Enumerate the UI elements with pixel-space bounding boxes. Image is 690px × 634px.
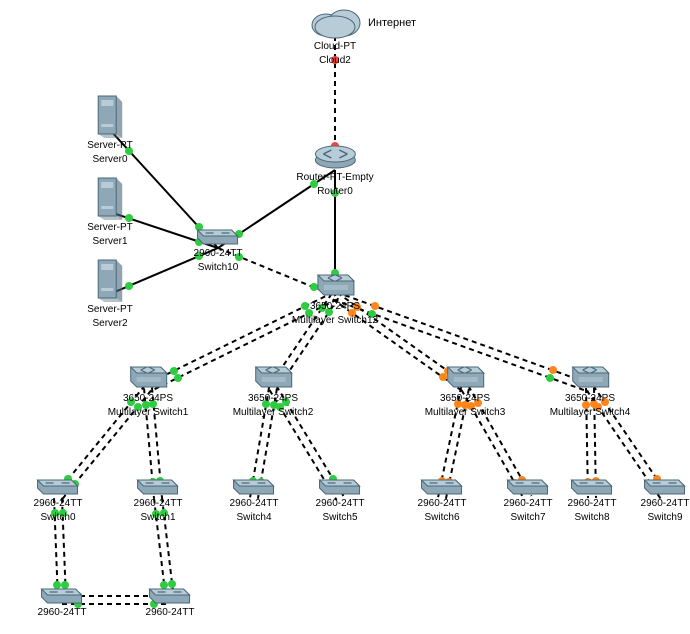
node-label-1: Server-PT: [87, 222, 133, 234]
node-sw10[interactable]: 2960-24TT Switch10: [194, 222, 243, 274]
node-label-2: Switch1: [134, 512, 183, 524]
node-server2[interactable]: Server-PT Server2: [87, 258, 133, 330]
node-label-2: Switch5: [316, 512, 365, 524]
node-label-2: Multilayer Switch1: [108, 407, 189, 419]
node-router[interactable]: Router-PT-Empty Router0: [296, 142, 373, 198]
node-label-2: Multilayer Switch2: [233, 407, 314, 419]
node-ml4[interactable]: 3650-24PS Multilayer Switch4: [550, 357, 631, 419]
node-label-1: 3650-24PS: [425, 393, 506, 405]
node-label-1: 3650-24PS: [108, 393, 189, 405]
node-label-2: Server2: [87, 318, 133, 330]
node-label-2: Switch7: [504, 512, 553, 524]
node-label-1: 2960-24TT: [146, 607, 195, 619]
node-label-2: Multilayer Switch4: [550, 407, 631, 419]
node-label-2: Multilayer Switch12: [292, 315, 378, 327]
node-label-1: 2960-24TT: [568, 498, 617, 510]
node-sw6[interactable]: 2960-24TT Switch6: [418, 472, 467, 524]
node-cloud[interactable]: ИнтернетCloud-PTCloud2: [308, 5, 362, 67]
node-ml2[interactable]: 3650-24PS Multilayer Switch2: [233, 357, 314, 419]
node-ml1[interactable]: 3650-24PS Multilayer Switch1: [108, 357, 189, 419]
node-swA[interactable]: 2960-24TT: [38, 581, 87, 619]
node-sw7[interactable]: 2960-24TT Switch7: [504, 472, 553, 524]
node-ml12[interactable]: 3650-24PS Multilayer Switch12: [292, 265, 378, 327]
node-ml3[interactable]: 3650-24PS Multilayer Switch3: [425, 357, 506, 419]
node-label-1: Server-PT: [87, 304, 133, 316]
node-label-1: 2960-24TT: [504, 498, 553, 510]
node-sw9[interactable]: 2960-24TT Switch9: [641, 472, 690, 524]
node-label-2: Switch0: [34, 512, 83, 524]
node-label-1: 2960-24TT: [316, 498, 365, 510]
node-label-1: 2960-24TT: [134, 498, 183, 510]
node-sw5[interactable]: 2960-24TT Switch5: [316, 472, 365, 524]
node-label-2: Cloud2: [308, 55, 362, 67]
node-label-1: 2960-24TT: [38, 607, 87, 619]
node-server1[interactable]: Server-PT Server1: [87, 176, 133, 248]
node-server0[interactable]: Server-PT Server0: [87, 94, 133, 166]
node-label-2: Server1: [87, 236, 133, 248]
node-label-2: Switch8: [568, 512, 617, 524]
topology-canvas: ИнтернетCloud-PTCloud2 Router-PT-EmptyRo…: [0, 0, 690, 634]
node-label-1: 2960-24TT: [34, 498, 83, 510]
node-label-2: Switch6: [418, 512, 467, 524]
node-label-2: Switch10: [194, 262, 243, 274]
node-label-2: Switch9: [641, 512, 690, 524]
node-sw4[interactable]: 2960-24TT Switch4: [230, 472, 279, 524]
node-label-1: 2960-24TT: [641, 498, 690, 510]
node-label-1: 2960-24TT: [194, 248, 243, 260]
node-label-2: Switch4: [230, 512, 279, 524]
node-label-1: 2960-24TT: [418, 498, 467, 510]
node-label-2: Server0: [87, 154, 133, 166]
node-label-1: 2960-24TT: [230, 498, 279, 510]
node-sw8[interactable]: 2960-24TT Switch8: [568, 472, 617, 524]
node-label-1: Router-PT-Empty: [296, 172, 373, 184]
node-sw1[interactable]: 2960-24TT Switch1: [134, 472, 183, 524]
node-sw0[interactable]: 2960-24TT Switch0: [34, 472, 83, 524]
node-label-2: Multilayer Switch3: [425, 407, 506, 419]
node-label-1: Cloud-PT: [308, 41, 362, 53]
node-side-label: Интернет: [368, 17, 416, 29]
node-label-1: 3650-24PS: [292, 301, 378, 313]
node-swB[interactable]: 2960-24TT: [146, 581, 195, 619]
node-label-1: Server-PT: [87, 140, 133, 152]
node-label-1: 3650-24PS: [550, 393, 631, 405]
node-label-1: 3650-24PS: [233, 393, 314, 405]
node-label-2: Router0: [296, 186, 373, 198]
